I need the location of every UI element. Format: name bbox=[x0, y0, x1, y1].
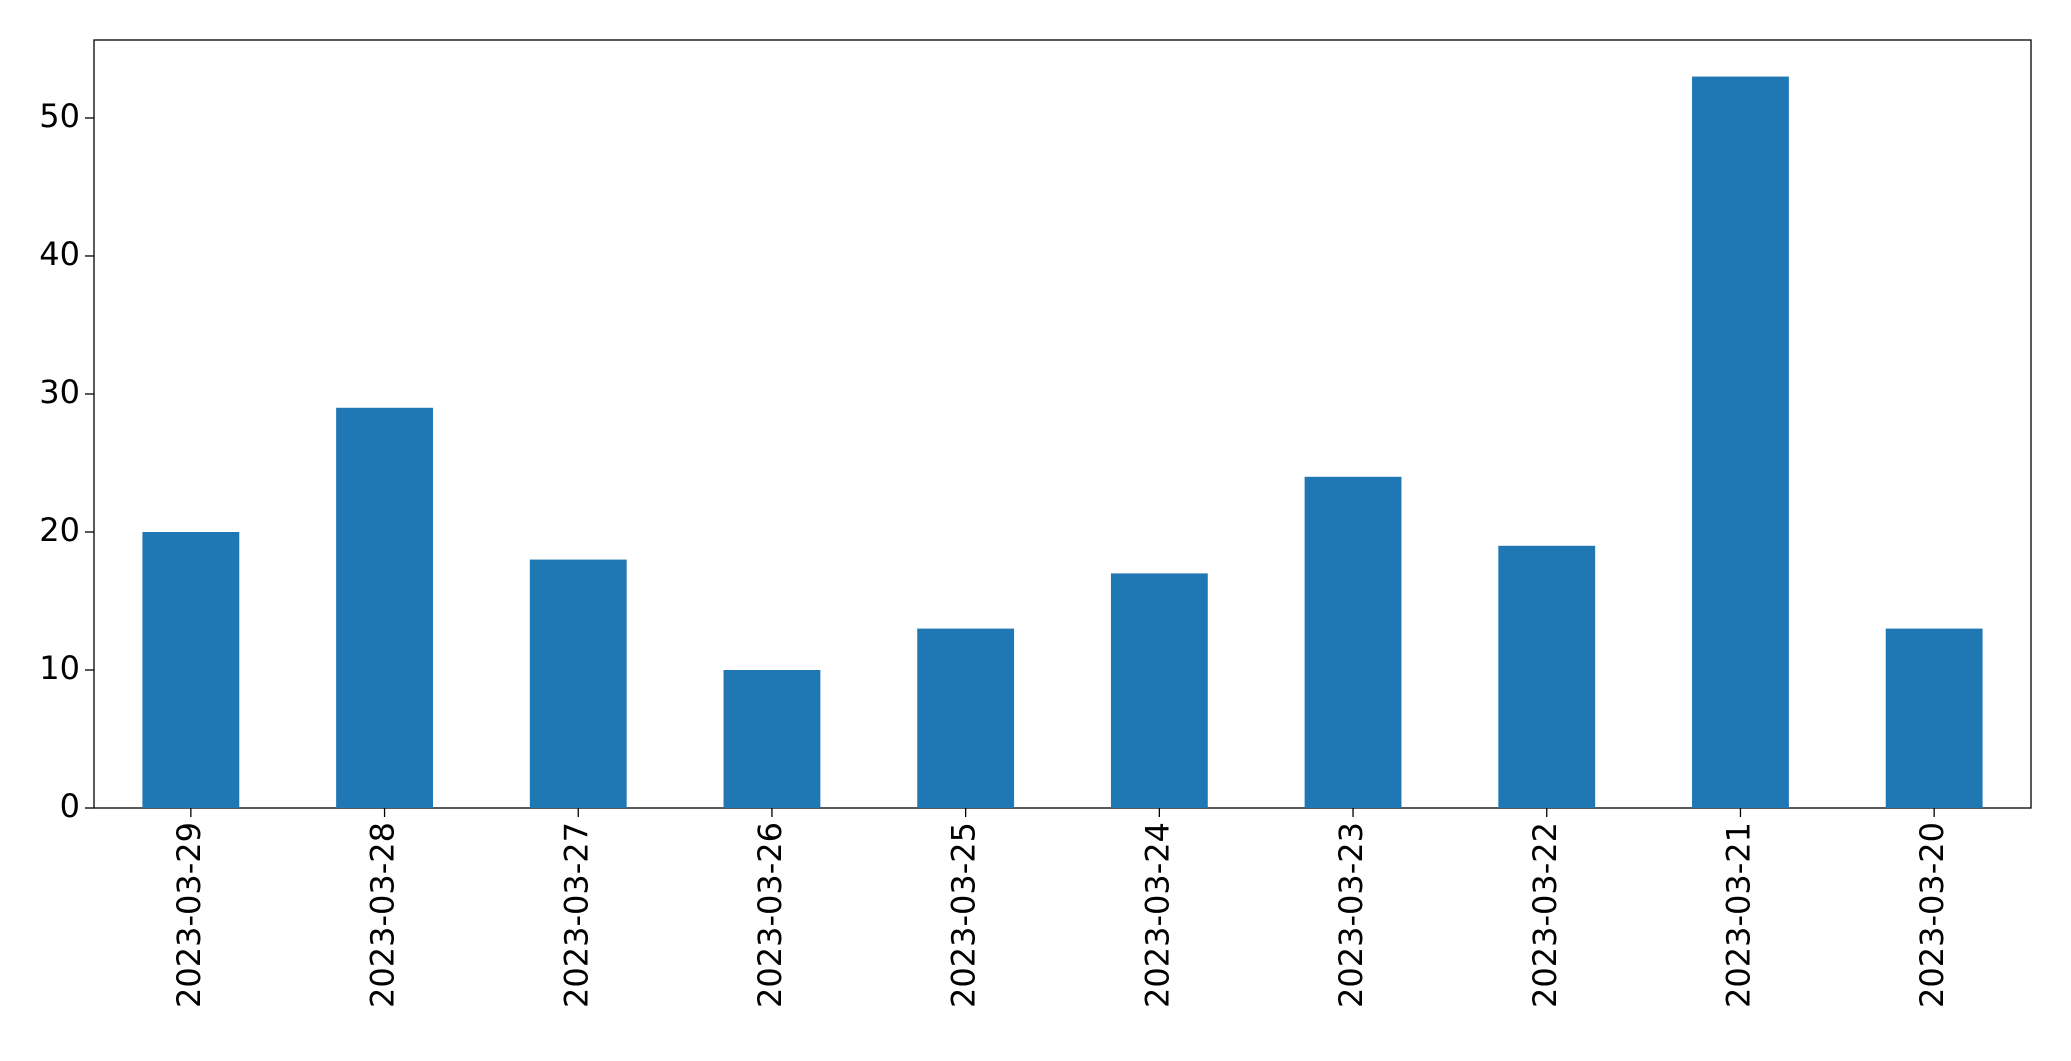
bar bbox=[142, 531, 240, 808]
x-tick-label: 2023-03-21 bbox=[1719, 822, 1757, 1008]
bar bbox=[336, 407, 433, 808]
x-tick-label: 2023-03-26 bbox=[751, 822, 789, 1008]
bar bbox=[1304, 476, 1402, 808]
bar bbox=[1885, 628, 1983, 808]
x-tick-label: 2023-03-20 bbox=[1913, 822, 1951, 1008]
y-tick-label: 50 bbox=[39, 97, 80, 135]
y-tick-label: 30 bbox=[39, 373, 80, 411]
x-tick-label: 2023-03-22 bbox=[1526, 822, 1564, 1008]
y-tick-label: 0 bbox=[60, 787, 80, 825]
axes-frame bbox=[93, 39, 2032, 809]
bar bbox=[917, 628, 1015, 808]
bar bbox=[1692, 76, 1789, 809]
x-tick-label: 2023-03-25 bbox=[945, 822, 983, 1008]
x-tick-label: 2023-03-24 bbox=[1138, 822, 1176, 1008]
x-tick-label: 2023-03-23 bbox=[1332, 822, 1370, 1008]
x-tick-label: 2023-03-28 bbox=[364, 822, 402, 1008]
y-tick-label: 40 bbox=[39, 235, 80, 273]
bar bbox=[1110, 573, 1208, 808]
y-tick-label: 20 bbox=[39, 511, 80, 549]
y-tick-label: 10 bbox=[39, 649, 80, 687]
bar bbox=[723, 669, 821, 808]
x-tick-label: 2023-03-27 bbox=[557, 822, 595, 1008]
bar bbox=[529, 559, 627, 808]
x-tick-label: 2023-03-29 bbox=[170, 822, 208, 1008]
bar bbox=[1498, 545, 1596, 808]
